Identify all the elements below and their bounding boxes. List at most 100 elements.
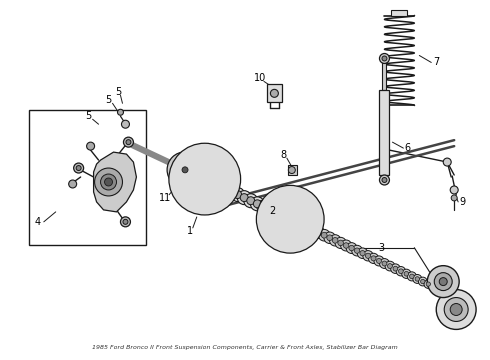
Bar <box>379 90 390 175</box>
Text: 7: 7 <box>433 58 440 67</box>
Text: 4: 4 <box>35 217 41 227</box>
Circle shape <box>121 217 130 227</box>
Bar <box>288 165 297 175</box>
Circle shape <box>407 272 416 281</box>
Circle shape <box>385 261 395 271</box>
Bar <box>383 60 387 90</box>
Circle shape <box>363 251 373 261</box>
Circle shape <box>310 227 316 233</box>
Circle shape <box>368 253 379 264</box>
Circle shape <box>122 120 129 128</box>
Circle shape <box>178 163 192 177</box>
Circle shape <box>382 56 387 61</box>
Circle shape <box>434 273 452 291</box>
Circle shape <box>100 174 117 190</box>
Circle shape <box>173 158 197 182</box>
Circle shape <box>349 246 354 251</box>
Circle shape <box>391 264 400 274</box>
Circle shape <box>443 158 451 166</box>
Text: 5: 5 <box>115 87 122 97</box>
Circle shape <box>338 240 343 246</box>
Circle shape <box>167 152 203 188</box>
Circle shape <box>307 224 319 236</box>
Circle shape <box>343 243 349 248</box>
Circle shape <box>424 280 433 288</box>
Circle shape <box>329 235 341 246</box>
Circle shape <box>253 200 261 208</box>
Circle shape <box>182 167 188 173</box>
Text: 10: 10 <box>254 73 266 84</box>
Circle shape <box>371 256 376 261</box>
Circle shape <box>360 251 365 256</box>
Circle shape <box>198 172 212 186</box>
Circle shape <box>104 178 113 186</box>
Circle shape <box>404 271 409 276</box>
Circle shape <box>118 109 123 115</box>
Circle shape <box>256 185 324 253</box>
Circle shape <box>231 188 245 202</box>
Circle shape <box>294 201 297 205</box>
Circle shape <box>237 191 251 204</box>
Circle shape <box>388 264 392 269</box>
Circle shape <box>316 230 321 235</box>
Circle shape <box>208 159 213 163</box>
Circle shape <box>187 188 192 193</box>
Circle shape <box>123 137 133 147</box>
Circle shape <box>335 237 346 248</box>
Circle shape <box>374 256 384 266</box>
Circle shape <box>451 195 457 201</box>
Circle shape <box>380 258 390 269</box>
Circle shape <box>352 245 363 256</box>
Circle shape <box>402 269 411 278</box>
Circle shape <box>327 235 333 240</box>
Circle shape <box>413 274 422 283</box>
Circle shape <box>382 261 387 266</box>
Circle shape <box>418 277 427 286</box>
Circle shape <box>257 200 271 214</box>
Circle shape <box>426 282 430 286</box>
Circle shape <box>234 190 242 198</box>
Bar <box>267 84 282 102</box>
Circle shape <box>420 279 425 284</box>
Bar <box>29 110 147 245</box>
Circle shape <box>376 258 382 264</box>
Circle shape <box>284 213 296 225</box>
Circle shape <box>410 274 414 279</box>
Circle shape <box>324 232 336 243</box>
Circle shape <box>76 166 81 171</box>
Circle shape <box>87 142 95 150</box>
Circle shape <box>269 197 312 241</box>
Text: 9: 9 <box>459 197 465 207</box>
Circle shape <box>450 303 462 315</box>
Circle shape <box>250 197 264 211</box>
Circle shape <box>427 266 459 298</box>
Circle shape <box>321 232 327 238</box>
Circle shape <box>396 266 406 276</box>
Circle shape <box>366 253 370 258</box>
Circle shape <box>332 238 338 243</box>
Polygon shape <box>94 152 136 212</box>
Text: 5: 5 <box>85 111 92 121</box>
Circle shape <box>341 240 352 251</box>
Circle shape <box>379 175 390 185</box>
Text: 5: 5 <box>105 95 112 105</box>
Circle shape <box>415 277 419 281</box>
Circle shape <box>278 207 302 231</box>
Circle shape <box>444 298 468 321</box>
Circle shape <box>313 227 324 239</box>
Circle shape <box>393 266 398 271</box>
Circle shape <box>346 243 357 253</box>
Circle shape <box>450 186 458 194</box>
Circle shape <box>74 163 84 173</box>
Circle shape <box>294 233 297 238</box>
Circle shape <box>240 194 248 202</box>
Text: 3: 3 <box>378 243 385 253</box>
Circle shape <box>439 278 447 285</box>
Circle shape <box>95 168 122 196</box>
Text: 6: 6 <box>404 143 411 153</box>
Circle shape <box>247 197 255 205</box>
Circle shape <box>398 269 403 274</box>
Circle shape <box>126 140 131 145</box>
Text: 1: 1 <box>187 226 193 236</box>
Circle shape <box>305 217 309 221</box>
